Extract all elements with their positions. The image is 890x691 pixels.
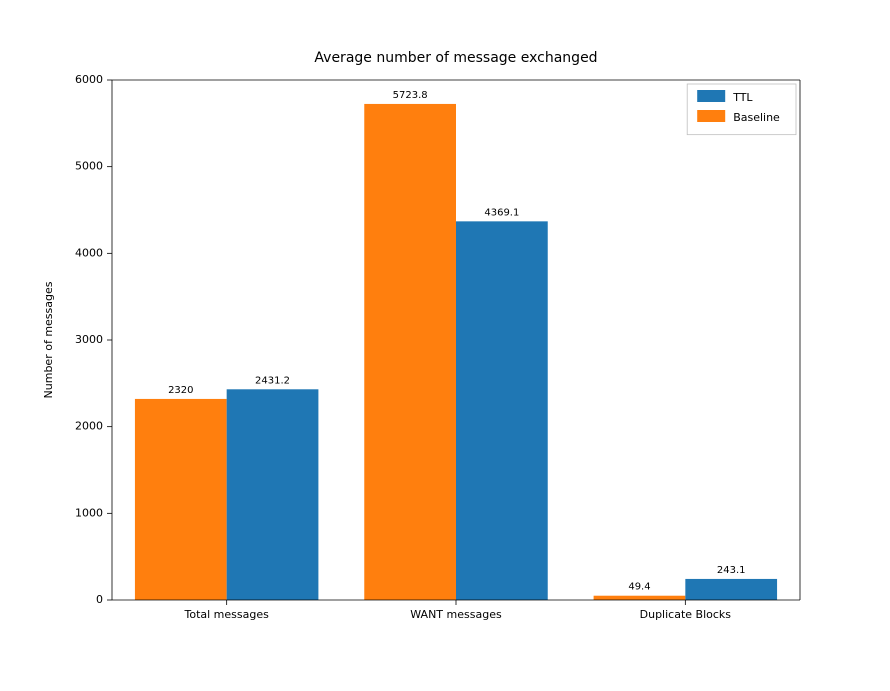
x-tick-label: Duplicate Blocks [640,608,732,621]
bar-baseline [594,596,686,600]
bar-value-label: 243.1 [717,565,746,576]
y-tick-label: 3000 [75,333,103,346]
y-tick-label: 1000 [75,506,103,519]
x-tick-label: Total messages [183,608,269,621]
bar-baseline [364,104,456,600]
bar-ttl [227,389,319,600]
bar-baseline [135,399,227,600]
bar-ttl [685,579,777,600]
x-tick-label: WANT messages [410,608,502,621]
y-tick-label: 4000 [75,246,103,259]
y-tick-label: 6000 [75,73,103,86]
legend-swatch [697,90,725,102]
legend-label: TTL [732,91,753,104]
y-tick-label: 2000 [75,420,103,433]
y-tick-label: 5000 [75,160,103,173]
y-axis-label: Number of messages [42,281,55,398]
bar-value-label: 49.4 [628,582,650,593]
bar-value-label: 4369.1 [484,207,519,218]
bar-ttl [456,221,548,600]
bar-chart: 0 1000 2000 3000 4000 5000 6000 Total messages W… [0,0,890,691]
legend-label: Baseline [733,111,780,124]
y-tick-label: 0 [96,593,103,606]
bar-value-label: 5723.8 [393,90,428,101]
bar-value-label: 2431.2 [255,375,290,386]
legend-swatch [697,110,725,122]
bar-value-label: 2320 [168,385,193,396]
chart-title: Average number of message exchanged [314,50,597,66]
